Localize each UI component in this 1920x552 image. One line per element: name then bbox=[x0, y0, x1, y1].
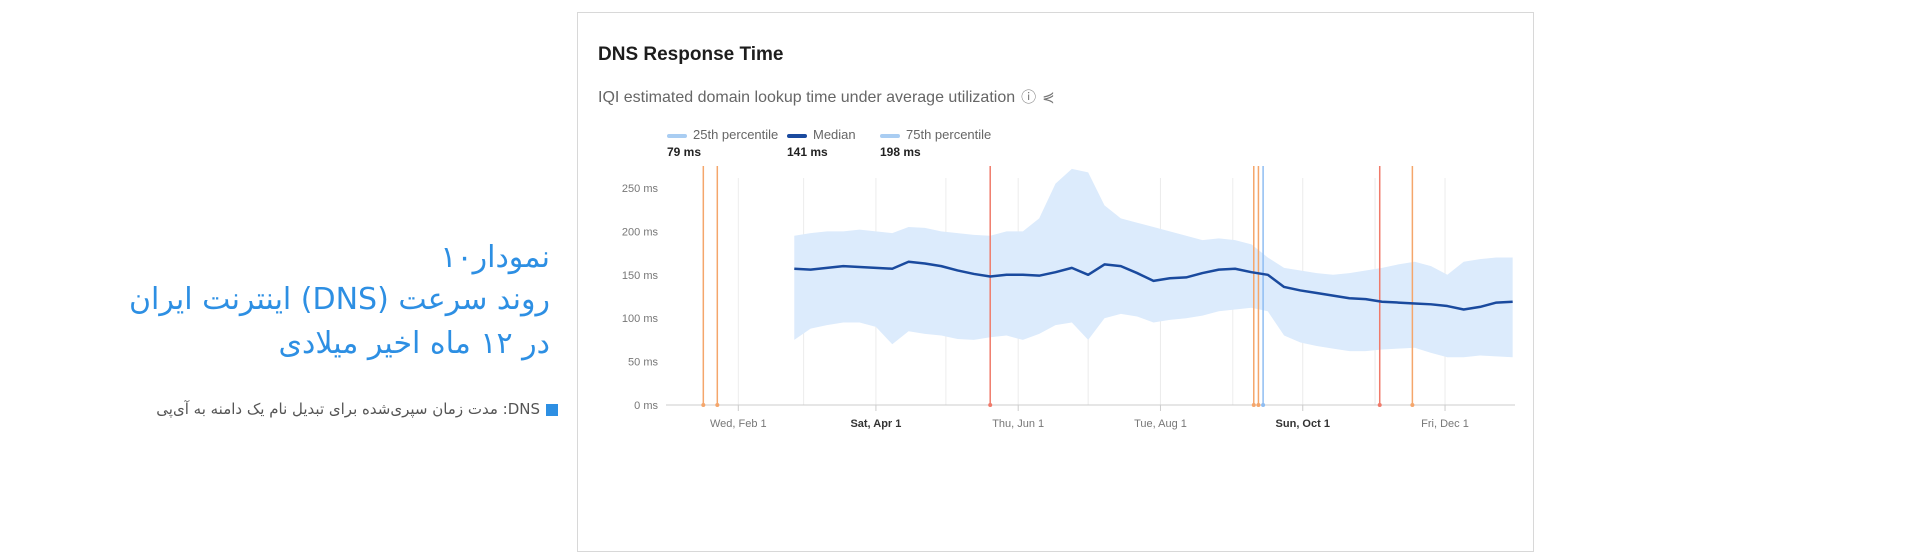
event-marker-dot bbox=[1261, 403, 1266, 407]
y-tick-label: 250 ms bbox=[622, 183, 659, 195]
note-text: DNS: مدت زمان سپری‌شده برای تبدیل نام یک… bbox=[156, 400, 540, 418]
legend-25th[interactable]: 25th percentile bbox=[667, 127, 778, 142]
event-marker-dot bbox=[701, 403, 706, 407]
figure-number: نمودار۱۰ bbox=[440, 240, 550, 275]
x-tick-label: Tue, Aug 1 bbox=[1134, 418, 1187, 430]
legend-median[interactable]: Median bbox=[787, 127, 856, 142]
figure-title: روند سرعت (DNS) اینترنت ایران bbox=[128, 282, 550, 317]
dns-chart: 0 ms 50 ms 100 ms 150 ms 200 ms 250 ms Wed, Fe… bbox=[622, 166, 1515, 430]
event-marker-dot bbox=[715, 403, 720, 407]
series-median-line bbox=[794, 260, 1513, 311]
legend-label: 25th percentile bbox=[693, 127, 779, 142]
legend-value-median: 141 ms bbox=[787, 145, 828, 159]
x-tick-label: Thu, Jun 1 bbox=[992, 418, 1044, 430]
legend-75th[interactable]: 75th percentile bbox=[880, 127, 991, 142]
x-tick-label: Wed, Feb 1 bbox=[710, 418, 767, 430]
chart-subtitle: IQI estimated domain lookup time under a… bbox=[598, 86, 1055, 107]
y-tick-label: 100 ms bbox=[622, 313, 659, 325]
legend-value-25th: 79 ms bbox=[667, 145, 702, 159]
x-tick-label: Sun, Oct 1 bbox=[1276, 418, 1330, 430]
legend-label: Median bbox=[813, 127, 856, 142]
chart-title: DNS Response Time bbox=[598, 44, 784, 65]
x-tick-label: Sat, Apr 1 bbox=[850, 418, 901, 430]
legend-swatch-75th bbox=[880, 133, 900, 138]
figure-note: DNS: مدت زمان سپری‌شده برای تبدیل نام یک… bbox=[156, 400, 558, 418]
percentile-band bbox=[794, 168, 1513, 358]
x-tick-label: Fri, Dec 1 bbox=[1421, 418, 1469, 430]
legend-value-75th: 198 ms bbox=[880, 145, 921, 159]
event-marker-dot bbox=[1256, 403, 1261, 407]
y-tick-label: 50 ms bbox=[628, 357, 658, 369]
event-marker-dot bbox=[988, 403, 993, 407]
legend-swatch-25th bbox=[667, 133, 687, 138]
legend-swatch-median bbox=[787, 133, 807, 138]
y-tick-label: 150 ms bbox=[622, 270, 659, 282]
y-tick-label: 200 ms bbox=[622, 226, 659, 238]
figure-title-period: در ۱۲ ماه اخیر میلادی bbox=[278, 326, 550, 361]
event-marker-dot bbox=[1377, 403, 1382, 407]
help-icon[interactable]: ⓘ bbox=[1021, 89, 1037, 106]
event-marker-dot bbox=[1251, 403, 1256, 407]
share-icon[interactable]: ⋞ bbox=[1042, 89, 1055, 106]
chart-subtitle-text: IQI estimated domain lookup time under a… bbox=[598, 89, 1016, 106]
legend-label: 75th percentile bbox=[906, 127, 992, 142]
note-bullet-icon bbox=[546, 403, 558, 416]
y-tick-label: 0 ms bbox=[634, 400, 658, 412]
event-marker-dot bbox=[1410, 403, 1415, 407]
